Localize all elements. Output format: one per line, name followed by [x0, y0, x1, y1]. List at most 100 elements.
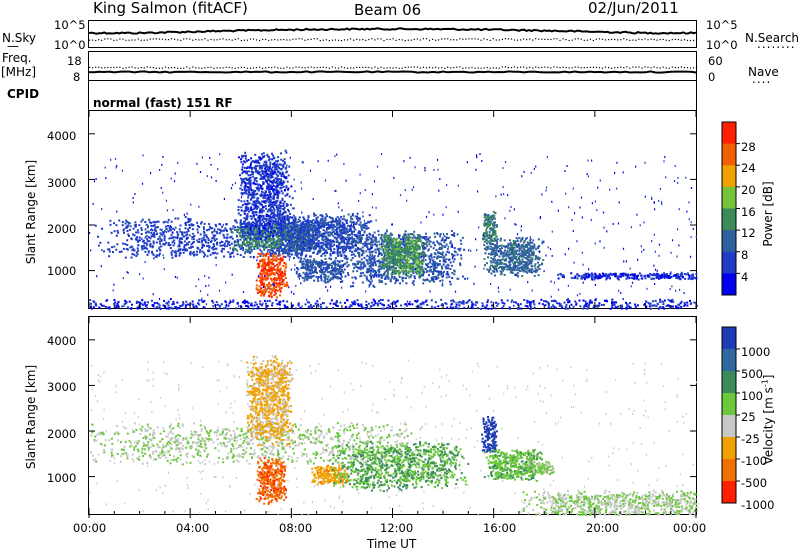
range-gate-cell — [189, 250, 192, 253]
range-gate-cell — [149, 237, 152, 240]
range-gate-cell — [271, 166, 274, 169]
nave-point — [595, 66, 597, 68]
nsearch-point — [368, 38, 370, 41]
nsearch-point — [392, 38, 394, 40]
nsearch-point — [259, 39, 261, 42]
nave-point — [195, 67, 197, 69]
range-gate-cell — [303, 257, 306, 260]
range-gate-cell — [266, 185, 269, 188]
range-gate-cell — [441, 252, 443, 255]
range-gate-cell — [292, 243, 295, 246]
range-gate-cell — [246, 241, 249, 244]
range-gate-cell — [208, 228, 210, 231]
nsearch-point — [456, 39, 458, 41]
range-gate-cell — [286, 281, 288, 284]
range-gate-cell — [328, 216, 331, 219]
nave-point — [629, 67, 631, 69]
range-gate-cell — [185, 238, 188, 241]
range-gate-cell — [324, 258, 327, 260]
range-gate-cell — [310, 235, 313, 238]
range-gate-cell — [280, 168, 283, 171]
range-gate-cell — [295, 224, 298, 227]
range-gate-cell — [329, 243, 332, 246]
nsearch-point — [483, 38, 485, 40]
range-gate-cell — [260, 281, 262, 284]
range-gate-cell — [302, 221, 305, 224]
range-gate-cell — [187, 217, 190, 220]
range-gate-cell — [318, 261, 321, 264]
range-gate-cell — [312, 274, 315, 277]
range-gate-cell — [275, 271, 278, 274]
range-gate-cell — [208, 223, 211, 226]
range-gate-cell — [278, 218, 281, 221]
range-gate-cell — [352, 246, 355, 249]
range-gate-cell — [251, 238, 254, 241]
range-gate-cell — [323, 223, 326, 226]
range-gate-cell — [362, 224, 365, 227]
range-gate-cell — [307, 240, 310, 243]
range-gate-cell — [255, 170, 257, 173]
range-gate-cell — [201, 250, 204, 253]
nave-point — [201, 67, 203, 69]
range-gate-cell — [368, 258, 371, 261]
range-gate-cell — [131, 249, 134, 252]
nsearch-point — [486, 39, 488, 41]
range-gate-cell — [264, 285, 267, 288]
range-gate-cell — [337, 277, 339, 280]
range-gate-cell — [283, 285, 286, 288]
range-gate-cell — [243, 231, 246, 234]
range-gate-cell — [145, 234, 148, 237]
range-gate-cell — [301, 248, 304, 251]
nsearch-point — [526, 39, 528, 41]
nsearch-point — [280, 39, 282, 41]
range-gate-cell — [200, 241, 203, 244]
range-gate-cell — [168, 229, 171, 232]
power-cbar-tick: 16 — [741, 205, 756, 219]
range-gate-cell — [437, 274, 440, 277]
range-gate-cell — [321, 253, 324, 255]
range-gate-cell — [191, 241, 194, 244]
range-gate-cell — [327, 223, 329, 226]
range-gate-cell — [250, 157, 253, 160]
range-gate-cell — [147, 250, 150, 253]
range-gate-cell — [293, 237, 296, 240]
range-gate-cell — [261, 167, 264, 169]
nave-point — [547, 66, 549, 68]
range-gate-cell — [283, 238, 286, 241]
range-gate-cell — [258, 227, 261, 230]
cpid-label: CPID — [7, 87, 40, 101]
range-gate-cell — [284, 240, 287, 243]
range-gate-cell — [292, 247, 295, 250]
range-gate-cell — [268, 281, 271, 284]
range-gate-cell — [316, 220, 319, 223]
range-gate-cell — [280, 173, 283, 176]
range-gate-cell — [121, 221, 124, 224]
nsearch-point — [495, 39, 497, 41]
range-gate-cell — [352, 244, 355, 247]
range-gate-cell — [123, 231, 125, 234]
range-gate-cell — [277, 243, 280, 246]
range-gate-cell — [152, 225, 155, 227]
range-gate-cell — [184, 249, 187, 252]
range-gate-cell — [268, 220, 271, 223]
range-gate-cell — [446, 250, 449, 253]
nave-point — [265, 67, 267, 69]
range-gate-cell — [421, 246, 424, 249]
nsky-panel-frame — [88, 20, 697, 48]
range-gate-cell — [260, 279, 263, 282]
range-gate-cell — [460, 254, 463, 257]
range-gate-cell — [159, 242, 162, 245]
range-gate-cell — [192, 238, 195, 241]
range-gate-cell — [268, 219, 271, 222]
range-gate-cell — [311, 233, 314, 235]
range-gate-cell — [349, 215, 352, 218]
range-gate-cell — [148, 240, 151, 243]
range-gate-cell — [139, 239, 141, 242]
nave-point — [520, 66, 522, 68]
range-gate-cell — [245, 218, 248, 221]
range-gate-cell — [262, 268, 265, 271]
range-gate-cell — [230, 235, 233, 238]
range-gate-cell — [278, 245, 280, 248]
range-gate-cell — [356, 217, 359, 220]
range-gate-cell — [332, 223, 335, 226]
